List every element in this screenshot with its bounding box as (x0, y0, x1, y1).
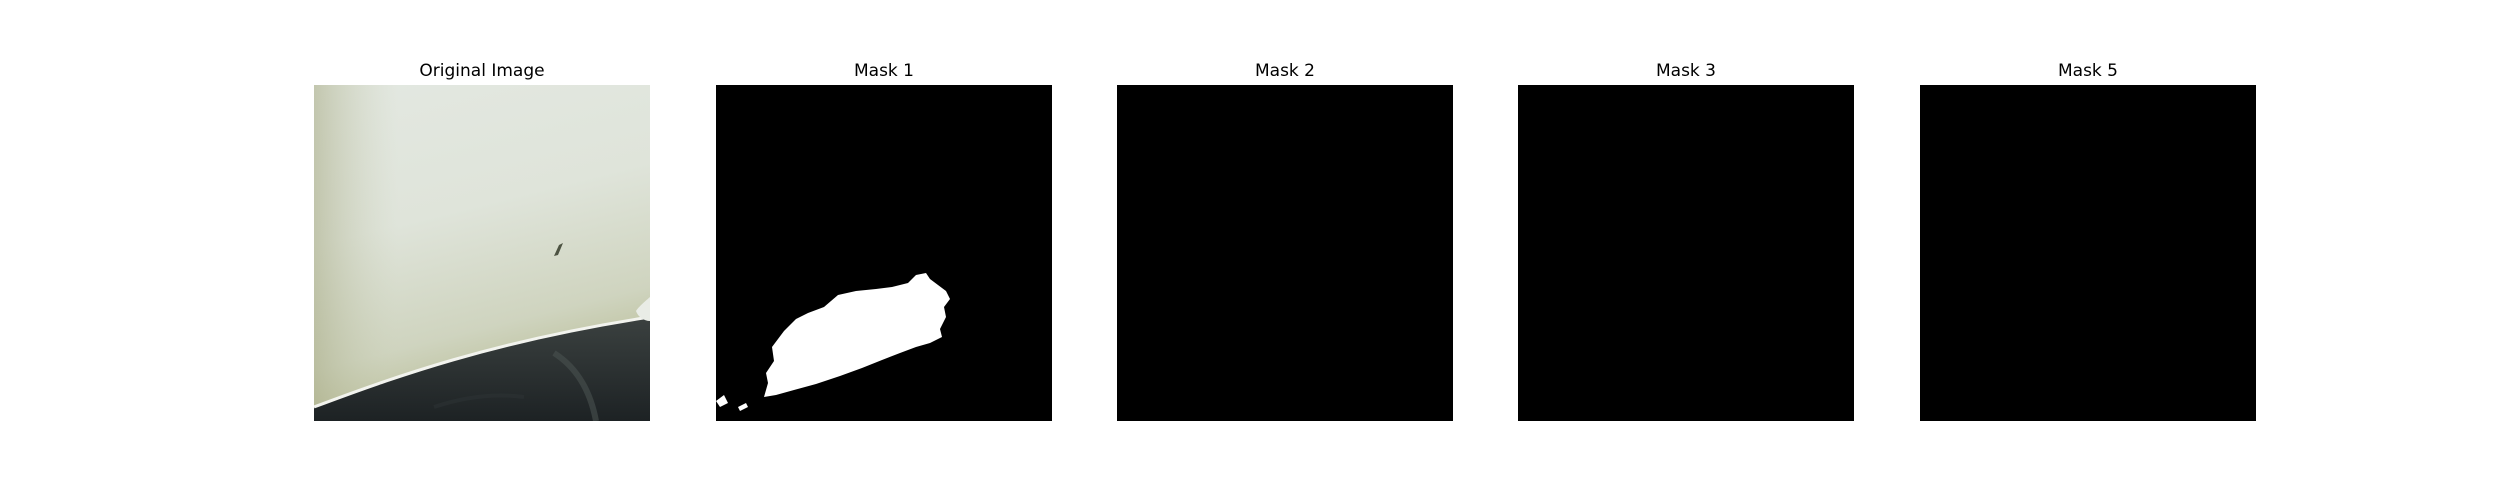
mask-3-image (1518, 85, 1854, 421)
panel-title: Original Image (419, 61, 545, 81)
panel-mask-1: Mask 1 (716, 60, 1052, 421)
dark-cable (552, 350, 599, 421)
mask-background (1920, 85, 2256, 421)
edge-highlight (636, 297, 650, 321)
mask-1-image (716, 85, 1052, 421)
mask-speck (716, 395, 728, 407)
panel-mask-2: Mask 2 (1117, 60, 1453, 421)
mask-speck (738, 403, 748, 411)
mask-2-image (1117, 85, 1453, 421)
original-photo (314, 85, 650, 421)
mask-background (1117, 85, 1453, 421)
dark-object (433, 393, 525, 409)
panel-title: Mask 1 (853, 61, 914, 81)
panel-mask-5: Mask 5 (1920, 60, 2256, 421)
mask-5-image (1920, 85, 2256, 421)
mask-background (1518, 85, 1854, 421)
panel-title: Mask 3 (1655, 61, 1716, 81)
panel-title: Mask 2 (1254, 61, 1315, 81)
mask-background (716, 85, 1052, 421)
panel-title: Mask 5 (2057, 61, 2118, 81)
mask-foreground-region (764, 273, 950, 397)
panel-original-image: Original Image (314, 60, 650, 421)
panel-mask-3: Mask 3 (1518, 60, 1854, 421)
dark-shadow-region (314, 317, 650, 421)
surface-edge (314, 315, 650, 409)
scratch-mark (554, 243, 563, 256)
